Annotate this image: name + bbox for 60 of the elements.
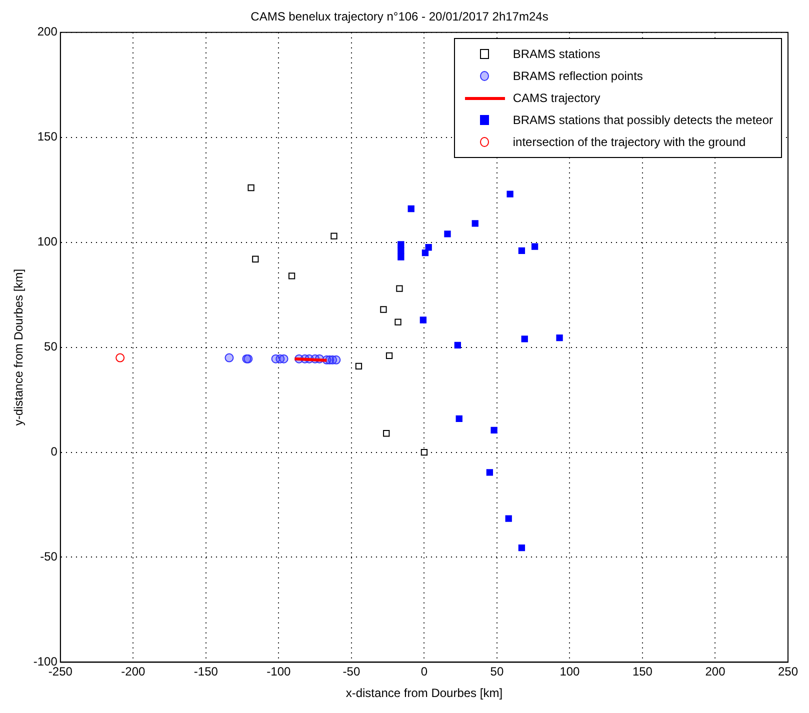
y-tick-label: 150 xyxy=(37,130,58,144)
y-axis-title: y-distance from Dourbes [km] xyxy=(12,268,26,426)
point xyxy=(386,352,393,360)
point xyxy=(556,334,563,342)
legend-label: intersection of the trajectory with the ground xyxy=(512,134,746,152)
point xyxy=(248,184,254,192)
point xyxy=(288,272,296,280)
point xyxy=(456,415,462,422)
y-tick-label: 0 xyxy=(50,444,58,459)
point xyxy=(505,515,512,522)
point xyxy=(398,247,404,254)
point xyxy=(398,241,404,248)
point xyxy=(252,256,259,262)
y-tick-label: 200 xyxy=(37,24,58,39)
point xyxy=(355,362,362,370)
point xyxy=(454,342,461,349)
point xyxy=(224,353,234,362)
point xyxy=(383,430,390,437)
x-tick-label: 200 xyxy=(705,664,726,679)
point xyxy=(330,232,338,240)
point xyxy=(408,205,414,212)
point xyxy=(332,355,341,364)
point xyxy=(380,306,387,313)
point xyxy=(518,247,526,254)
point xyxy=(116,353,125,362)
legend-label: BRAMS reflection points xyxy=(512,68,643,86)
point xyxy=(521,336,528,342)
x-tick-label: 100 xyxy=(560,664,580,679)
x-tick-label: -150 xyxy=(194,664,218,679)
legend-label: BRAMS stations that possibly detects the meteor xyxy=(512,112,773,130)
point xyxy=(486,469,494,476)
x-tick-label: -50 xyxy=(342,664,360,679)
x-axis-title: x-distance from Dourbes [km] xyxy=(346,686,503,700)
point xyxy=(279,354,288,364)
point xyxy=(422,250,429,256)
point xyxy=(472,220,478,227)
point xyxy=(490,426,498,434)
x-tick-label: -250 xyxy=(48,664,73,679)
legend-label: BRAMS stations xyxy=(512,46,600,64)
chart-title: CAMS benelux trajectory n°106 - 20/01/2017 2h17m24s xyxy=(250,10,548,24)
point xyxy=(506,190,514,198)
point xyxy=(531,243,538,250)
point xyxy=(518,544,526,552)
x-tick-label: 250 xyxy=(778,664,798,679)
point xyxy=(398,254,404,260)
point xyxy=(394,318,402,326)
x-tick-label: 150 xyxy=(632,664,653,679)
point xyxy=(420,316,427,324)
point xyxy=(444,230,451,238)
x-tick-label: -200 xyxy=(121,664,146,679)
point xyxy=(425,244,432,251)
y-tick-label: 100 xyxy=(37,234,58,249)
x-tick-label: 0 xyxy=(420,664,428,679)
x-tick-label: -100 xyxy=(266,664,292,679)
point xyxy=(396,285,403,292)
y-tick-label: -50 xyxy=(40,550,58,564)
x-tick-label: 50 xyxy=(490,664,504,679)
y-tick-label: 50 xyxy=(44,340,58,354)
legend-label: CAMS trajectory xyxy=(512,90,600,108)
point xyxy=(420,448,428,456)
